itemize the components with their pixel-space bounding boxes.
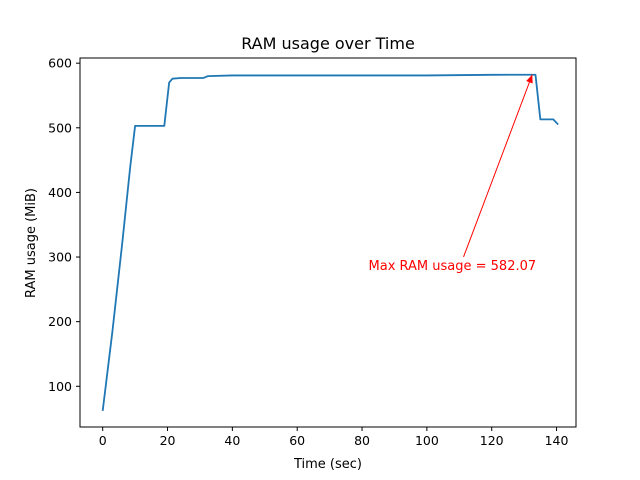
- x-axis-label: Time (sec): [293, 457, 362, 472]
- plot-frame: [79, 57, 577, 428]
- x-tick-label-20: 20: [160, 433, 176, 448]
- x-tick-label-40: 40: [224, 433, 240, 448]
- y-tick-label-300: 300: [48, 250, 72, 265]
- annotation-arrow-line: [463, 74, 533, 258]
- y-tick-label-200: 200: [48, 314, 72, 329]
- annotation-arrow-head: [526, 74, 533, 84]
- x-tick-label-100: 100: [415, 433, 439, 448]
- x-tick-label-60: 60: [289, 433, 305, 448]
- annotation-label: Max RAM usage = 582.07: [369, 259, 537, 274]
- x-tick-label-0: 0: [99, 433, 107, 448]
- series-line-0: [101, 73, 559, 411]
- x-tick-label-120: 120: [480, 433, 504, 448]
- y-tick-label-500: 500: [48, 120, 72, 135]
- x-tick-label-80: 80: [354, 433, 370, 448]
- x-tick-label-140: 140: [545, 433, 569, 448]
- y-tick-label-400: 400: [48, 185, 72, 200]
- y-tick-label-100: 100: [48, 379, 72, 394]
- y-tick-label-600: 600: [48, 56, 72, 71]
- chart-title: RAM usage over Time: [241, 34, 415, 53]
- y-axis-label: RAM usage (MiB): [24, 188, 39, 298]
